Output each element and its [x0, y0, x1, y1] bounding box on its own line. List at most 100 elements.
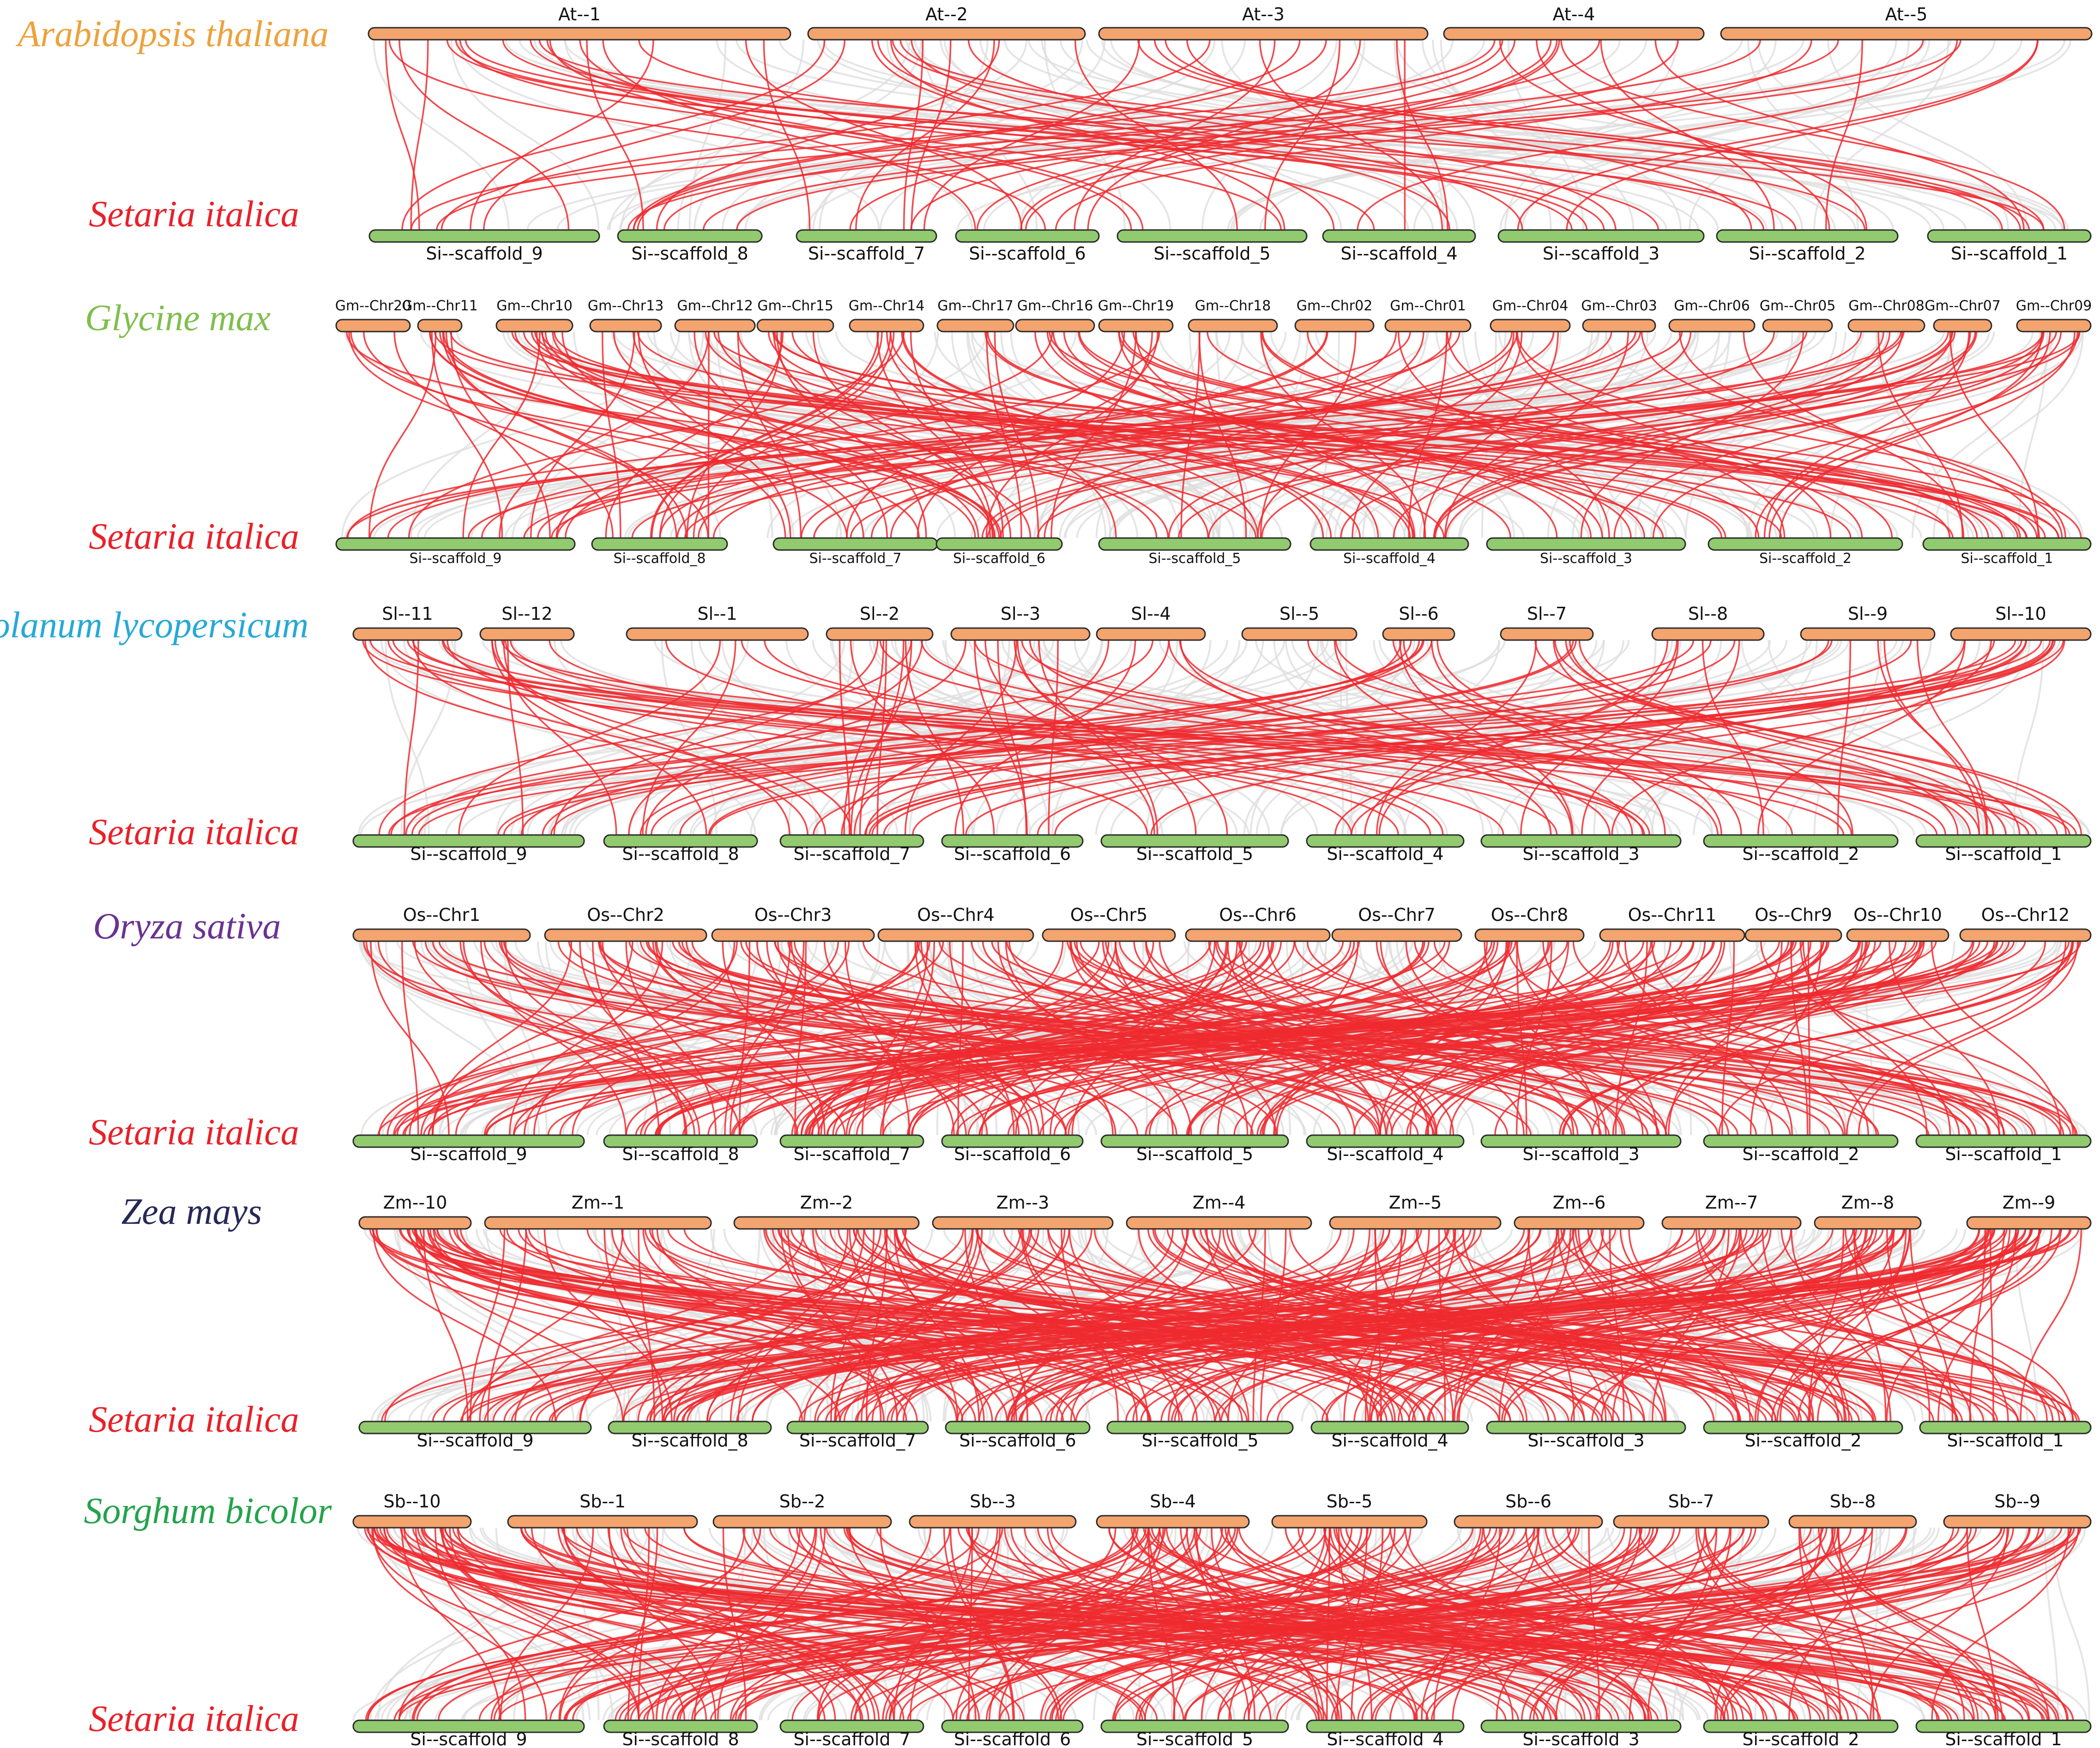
bottom-chromosome-bar[interactable] — [608, 1421, 772, 1434]
bottom-chromosome-bar[interactable] — [796, 229, 937, 243]
top-chromosome-bar[interactable] — [1500, 627, 1594, 641]
top-chromosome-bar[interactable] — [1454, 1515, 1603, 1529]
top-chromosome-bar[interactable] — [544, 928, 707, 942]
bottom-chromosome-bar[interactable] — [779, 834, 924, 848]
bottom-chromosome-bar[interactable] — [603, 1134, 758, 1148]
top-chromosome-bar[interactable] — [826, 627, 934, 641]
bottom-chromosome-bar[interactable] — [772, 537, 938, 551]
top-chromosome-bar[interactable] — [352, 1515, 472, 1529]
top-chromosome-bar[interactable] — [1959, 928, 2092, 942]
bottom-chromosome-bar[interactable] — [1915, 834, 2092, 848]
top-chromosome-bar[interactable] — [1188, 319, 1278, 333]
top-chromosome-bar[interactable] — [1443, 27, 1705, 41]
top-chromosome-bar[interactable] — [950, 627, 1091, 641]
top-chromosome-bar[interactable] — [733, 1216, 920, 1230]
bottom-chromosome-bar[interactable] — [1098, 537, 1291, 551]
bottom-chromosome-bar[interactable] — [1116, 229, 1308, 243]
top-chromosome-bar[interactable] — [626, 627, 809, 641]
bottom-chromosome-bar[interactable] — [1922, 537, 2092, 551]
top-chromosome-bar[interactable] — [1788, 1515, 1917, 1529]
top-chromosome-bar[interactable] — [1384, 319, 1472, 333]
top-chromosome-bar[interactable] — [1613, 1515, 1769, 1529]
bottom-chromosome-bar[interactable] — [1306, 1134, 1465, 1148]
top-chromosome-bar[interactable] — [1800, 627, 1936, 641]
bottom-chromosome-bar[interactable] — [955, 229, 1100, 243]
top-chromosome-bar[interactable] — [1271, 1515, 1428, 1529]
bottom-chromosome-bar[interactable] — [1306, 834, 1465, 848]
top-chromosome-bar[interactable] — [484, 1216, 712, 1230]
top-chromosome-bar[interactable] — [1661, 1216, 1802, 1230]
bottom-chromosome-bar[interactable] — [1106, 1421, 1294, 1434]
top-chromosome-bar[interactable] — [358, 1216, 472, 1230]
bottom-chromosome-bar[interactable] — [1703, 834, 1899, 848]
bottom-chromosome-bar[interactable] — [1100, 1719, 1289, 1733]
bottom-chromosome-bar[interactable] — [1486, 537, 1686, 551]
top-chromosome-bar[interactable] — [589, 319, 662, 333]
top-chromosome-bar[interactable] — [1098, 319, 1174, 333]
top-chromosome-bar[interactable] — [1720, 27, 2093, 41]
top-chromosome-bar[interactable] — [932, 1216, 1114, 1230]
top-chromosome-bar[interactable] — [495, 319, 573, 333]
top-chromosome-bar[interactable] — [507, 1515, 698, 1529]
bottom-chromosome-bar[interactable] — [1915, 1719, 2092, 1733]
top-chromosome-bar[interactable] — [368, 27, 791, 41]
bottom-chromosome-bar[interactable] — [1309, 537, 1469, 551]
top-chromosome-bar[interactable] — [1015, 319, 1095, 333]
top-chromosome-bar[interactable] — [877, 928, 1034, 942]
top-chromosome-bar[interactable] — [1331, 928, 1462, 942]
bottom-chromosome-bar[interactable] — [591, 537, 728, 551]
bottom-chromosome-bar[interactable] — [945, 1421, 1091, 1434]
bottom-chromosome-bar[interactable] — [1927, 229, 2092, 243]
bottom-chromosome-bar[interactable] — [1306, 1719, 1465, 1733]
bottom-chromosome-bar[interactable] — [368, 229, 600, 243]
bottom-chromosome-bar[interactable] — [1310, 1421, 1469, 1434]
top-chromosome-bar[interactable] — [1846, 928, 1949, 942]
top-chromosome-bar[interactable] — [1096, 1515, 1250, 1529]
top-chromosome-bar[interactable] — [1185, 928, 1331, 942]
top-chromosome-bar[interactable] — [1651, 627, 1765, 641]
top-chromosome-bar[interactable] — [711, 928, 875, 942]
top-chromosome-bar[interactable] — [352, 627, 463, 641]
bottom-chromosome-bar[interactable] — [1480, 1719, 1682, 1733]
bottom-chromosome-bar[interactable] — [1703, 1421, 1903, 1434]
top-chromosome-bar[interactable] — [1762, 319, 1833, 333]
top-chromosome-bar[interactable] — [1329, 1216, 1502, 1230]
bottom-chromosome-bar[interactable] — [779, 1719, 924, 1733]
top-chromosome-bar[interactable] — [1474, 928, 1585, 942]
bottom-chromosome-bar[interactable] — [352, 1134, 585, 1148]
top-chromosome-bar[interactable] — [1382, 627, 1455, 641]
bottom-chromosome-bar[interactable] — [1915, 1134, 2092, 1148]
bottom-chromosome-bar[interactable] — [941, 834, 1084, 848]
bottom-chromosome-bar[interactable] — [1480, 1134, 1682, 1148]
top-chromosome-bar[interactable] — [936, 319, 1014, 333]
bottom-chromosome-bar[interactable] — [779, 1134, 924, 1148]
bottom-chromosome-bar[interactable] — [352, 1719, 585, 1733]
top-chromosome-bar[interactable] — [1668, 319, 1756, 333]
top-chromosome-bar[interactable] — [1744, 928, 1842, 942]
bottom-chromosome-bar[interactable] — [935, 537, 1063, 551]
top-chromosome-bar[interactable] — [335, 319, 411, 333]
bottom-chromosome-bar[interactable] — [352, 834, 585, 848]
bottom-chromosome-bar[interactable] — [1703, 1134, 1899, 1148]
top-chromosome-bar[interactable] — [1814, 1216, 1922, 1230]
top-chromosome-bar[interactable] — [1582, 319, 1656, 333]
top-chromosome-bar[interactable] — [1966, 1216, 2092, 1230]
top-chromosome-bar[interactable] — [417, 319, 463, 333]
bottom-chromosome-bar[interactable] — [1497, 229, 1705, 243]
top-chromosome-bar[interactable] — [1042, 928, 1176, 942]
top-chromosome-bar[interactable] — [1950, 627, 2092, 641]
bottom-chromosome-bar[interactable] — [1100, 834, 1289, 848]
bottom-chromosome-bar[interactable] — [1100, 1134, 1289, 1148]
top-chromosome-bar[interactable] — [1098, 27, 1429, 41]
top-chromosome-bar[interactable] — [1847, 319, 1925, 333]
top-chromosome-bar[interactable] — [1943, 1515, 2092, 1529]
bottom-chromosome-bar[interactable] — [1703, 1719, 1899, 1733]
top-chromosome-bar[interactable] — [479, 627, 575, 641]
bottom-chromosome-bar[interactable] — [1486, 1421, 1686, 1434]
bottom-chromosome-bar[interactable] — [1322, 229, 1476, 243]
bottom-chromosome-bar[interactable] — [603, 1719, 758, 1733]
bottom-chromosome-bar[interactable] — [941, 1719, 1084, 1733]
top-chromosome-bar[interactable] — [712, 1515, 892, 1529]
bottom-chromosome-bar[interactable] — [786, 1421, 929, 1434]
top-chromosome-bar[interactable] — [352, 928, 531, 942]
